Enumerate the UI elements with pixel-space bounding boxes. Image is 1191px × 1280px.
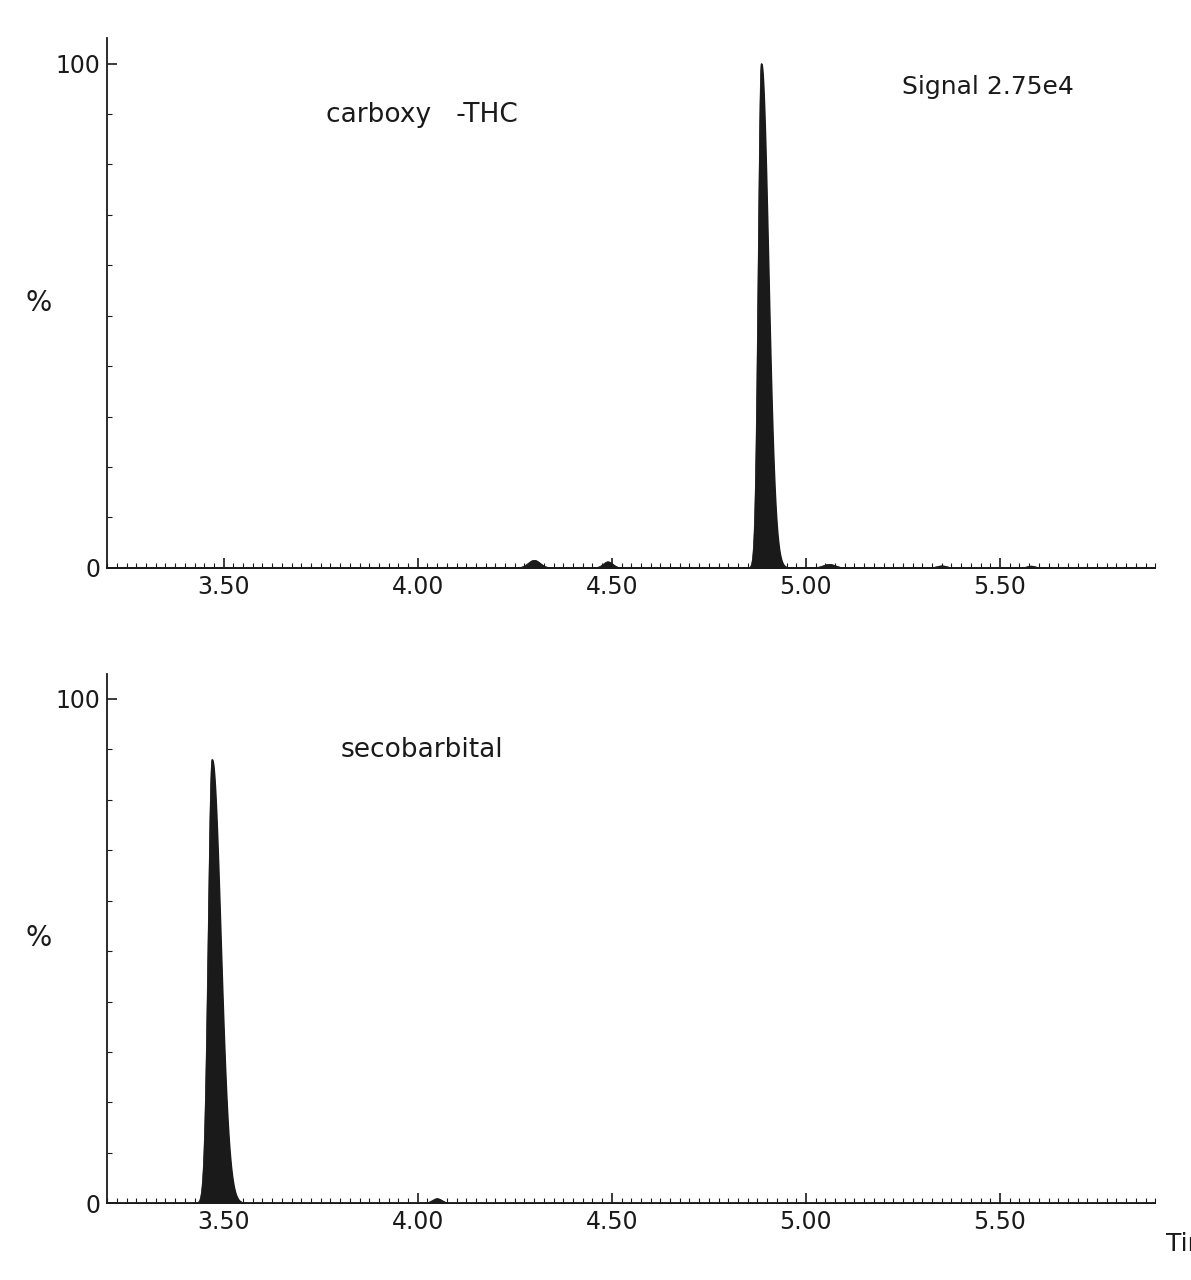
Text: Signal 2.75e4: Signal 2.75e4 [902, 76, 1073, 100]
Text: secobarbital: secobarbital [341, 737, 503, 763]
Text: Time: Time [1166, 1233, 1191, 1256]
Text: carboxy   -THC: carboxy -THC [326, 102, 517, 128]
Y-axis label: %: % [25, 924, 52, 952]
Y-axis label: %: % [25, 289, 52, 317]
